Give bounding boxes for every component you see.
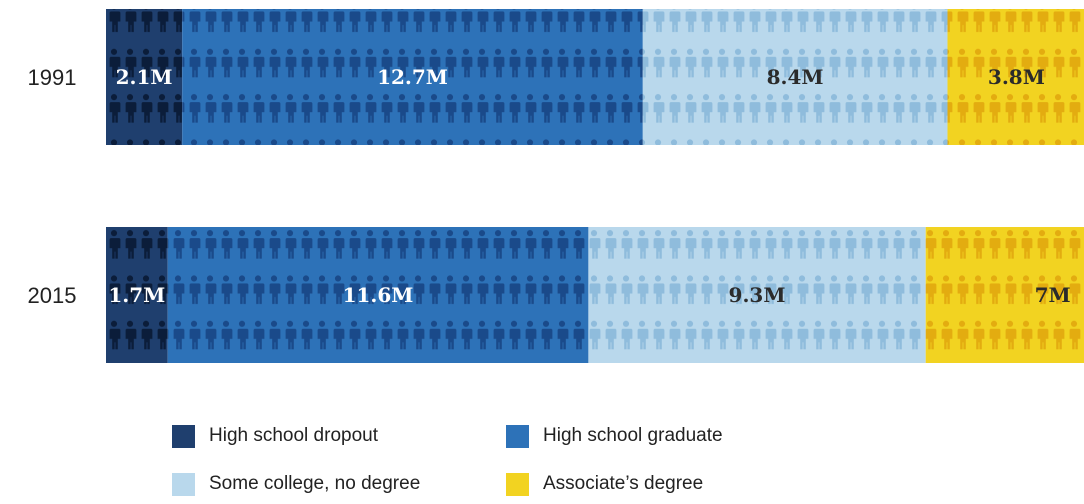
legend-label-associates-degree: Associate’s degree bbox=[543, 473, 703, 495]
legend-swatch-some-college bbox=[172, 473, 195, 496]
legend-label-high-school-dropout: High school dropout bbox=[209, 425, 378, 447]
legend-item-high-school-graduate: High school graduate bbox=[506, 424, 723, 448]
legend-swatch-high-school-graduate bbox=[506, 425, 529, 448]
data-label-1991-high-school-graduate: 12.7M bbox=[377, 65, 448, 89]
legend-item-high-school-dropout: High school dropout bbox=[172, 424, 378, 448]
data-label-2015-some-college-no-degree: 9.3M bbox=[729, 283, 786, 307]
legend-label-high-school-graduate: High school graduate bbox=[543, 425, 723, 447]
data-label-2015-high-school-graduate: 11.6M bbox=[343, 283, 414, 307]
data-label-2015-high-school-dropout: 1.7M bbox=[108, 283, 165, 307]
legend: High school dropout High school graduate… bbox=[172, 424, 892, 504]
legend-item-associates-degree: Associate’s degree bbox=[506, 472, 703, 496]
data-label-1991-high-school-dropout: 2.1M bbox=[116, 65, 173, 89]
year-label-1991: 1991 bbox=[28, 65, 77, 90]
legend-swatch-associates-degree bbox=[506, 473, 529, 496]
year-label-2015: 2015 bbox=[28, 283, 77, 308]
legend-item-some-college: Some college, no degree bbox=[172, 472, 420, 496]
legend-label-some-college: Some college, no degree bbox=[209, 473, 420, 495]
data-label-1991-associate-s-degree: 3.8M bbox=[988, 65, 1045, 89]
stacked-bar-chart: 1991 2.1M 12.7M 8.4M 3.8M 2015 1.7M 11.6M 9.3M 7M bbox=[0, 0, 1084, 420]
data-label-1991-some-college-no-degree: 8.4M bbox=[767, 65, 824, 89]
data-label-2015-associate-s-degree: 7M bbox=[1035, 283, 1071, 307]
legend-swatch-high-school-dropout bbox=[172, 425, 195, 448]
